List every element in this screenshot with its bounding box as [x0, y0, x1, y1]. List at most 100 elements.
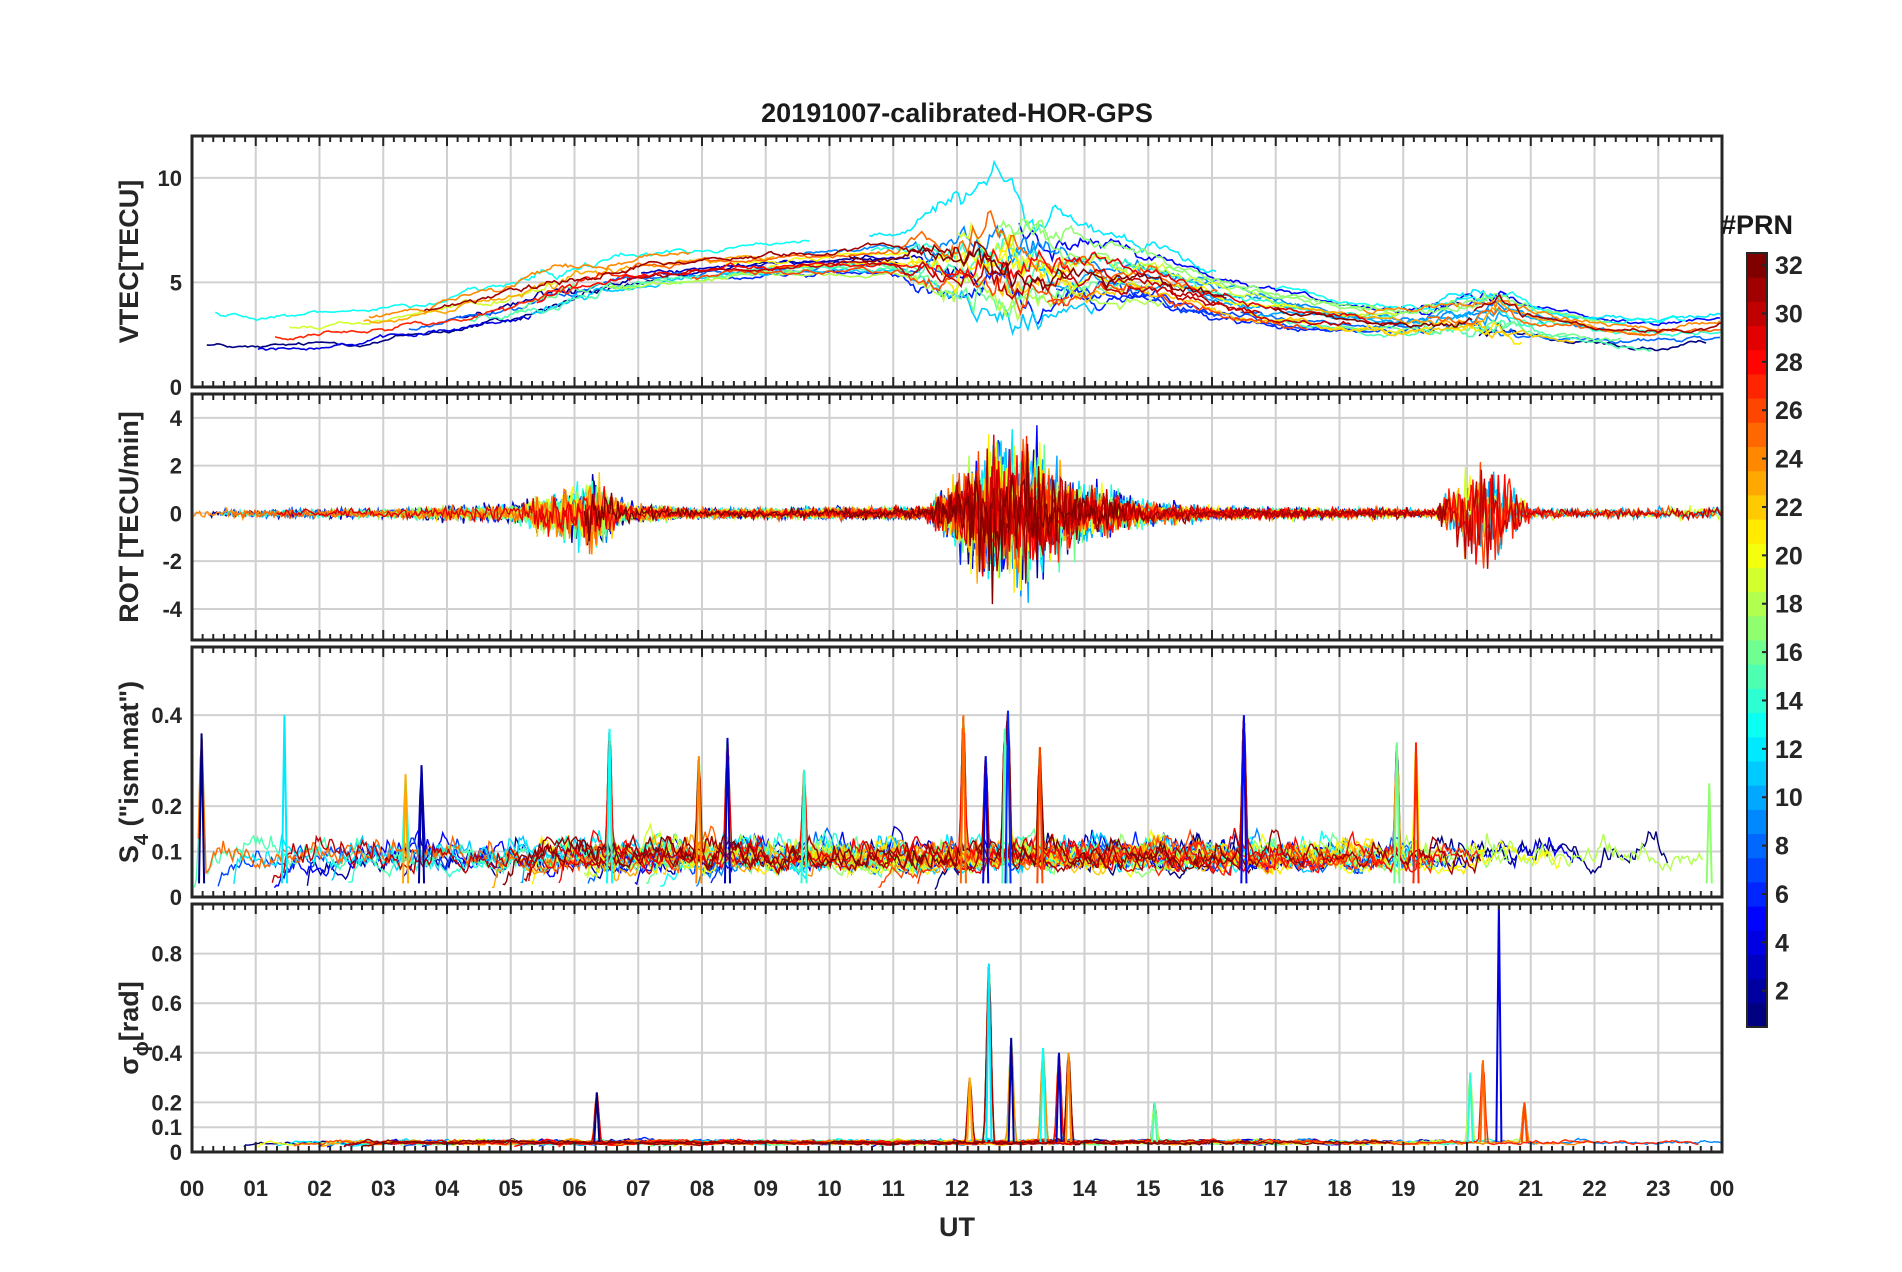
y-tick-label: 0.6	[151, 991, 182, 1016]
series-line	[421, 1053, 1272, 1148]
x-tick-label: 01	[244, 1176, 268, 1201]
x-tick-label: 10	[817, 1176, 841, 1201]
colorbar-segment	[1747, 906, 1767, 931]
x-tick-label: 11	[882, 1176, 905, 1201]
series-line	[219, 439, 1359, 564]
y-tick-label: 0	[170, 501, 182, 526]
colorbar-segment	[1747, 422, 1767, 447]
series-line	[400, 1081, 1461, 1147]
y-tick-label: 0.1	[151, 1115, 182, 1140]
colorbar-tick-label: 20	[1775, 542, 1803, 570]
y-tick-label: 0	[170, 375, 182, 400]
x-tick-label: 17	[1264, 1176, 1288, 1201]
colorbar-segment	[1747, 494, 1767, 520]
y-tick-label: 10	[158, 166, 182, 191]
series-line	[326, 1092, 838, 1148]
x-tick-label: 00	[180, 1176, 204, 1201]
peak-spike	[1393, 742, 1401, 884]
series-line	[469, 247, 1047, 323]
x-axis: 00 01 02 03 04 05 06 07 08 09 10 11 12 13 14 15 16 17 18 19…	[180, 1176, 1734, 1201]
peak-spike	[606, 728, 614, 884]
series-line	[271, 834, 763, 883]
peak-spike	[1479, 1060, 1487, 1143]
colorbar-segment	[1747, 446, 1767, 472]
colorbar-tick-label: 32	[1775, 252, 1803, 280]
colorbar-tick-label: 22	[1775, 494, 1803, 522]
y-tick-label: 0.8	[151, 942, 182, 967]
series-line	[363, 254, 775, 324]
x-tick-label: 20	[1455, 1176, 1479, 1201]
colorbar-segment	[1747, 736, 1767, 762]
colorbar-tick-label: 12	[1775, 736, 1803, 764]
x-tick-label: 02	[307, 1176, 331, 1201]
y-tick-label: 0.2	[151, 794, 182, 819]
colorbar-tick-label: 26	[1775, 397, 1803, 425]
y-tick-label: 0.2	[151, 1090, 182, 1115]
series-line	[361, 1060, 1391, 1147]
colorbar-segment	[1747, 809, 1767, 834]
series-line	[998, 218, 1489, 315]
series-line	[626, 260, 1260, 314]
x-tick-label: 06	[562, 1176, 586, 1201]
peak-spike	[402, 774, 410, 884]
panel-vtec: 0 5 10 VTEC[TECU]	[114, 134, 1724, 400]
series-line	[257, 315, 532, 351]
colorbar-segment	[1747, 664, 1767, 689]
colorbar-segment	[1747, 712, 1767, 738]
peak-spike	[1007, 1037, 1015, 1143]
colorbar-segment	[1747, 277, 1767, 302]
series-line	[343, 966, 1251, 1148]
peak-spike	[593, 1092, 601, 1143]
series-line	[1434, 288, 1721, 324]
colorbar-tick-label: 8	[1775, 833, 1789, 861]
peak-spike	[1055, 1052, 1063, 1143]
colorbar-segment	[1747, 398, 1767, 423]
series-line	[1100, 280, 1352, 327]
series-line	[620, 209, 1218, 295]
x-tick-label: 12	[945, 1176, 969, 1201]
peak-spike	[1705, 783, 1713, 884]
series-line	[1275, 285, 1687, 325]
colorbar-segment	[1747, 954, 1767, 980]
series-line	[214, 239, 810, 322]
x-tick-label: 22	[1582, 1176, 1606, 1201]
x-tick-label: 08	[690, 1176, 714, 1201]
colorbar-segment	[1747, 567, 1767, 593]
peak-spike	[1039, 1047, 1047, 1143]
peak-spike	[1151, 1102, 1159, 1143]
series-line	[344, 964, 1370, 1148]
peak-spike	[1036, 746, 1044, 884]
y-axis-label: σϕ[rad]	[114, 981, 153, 1074]
colorbar-segment	[1747, 930, 1767, 955]
colorbar-segment	[1747, 881, 1767, 907]
colorbar-segment	[1747, 470, 1767, 496]
series-line	[528, 738, 1308, 882]
colorbar-segment	[1747, 978, 1767, 1004]
colorbar-tick-label: 28	[1775, 349, 1803, 377]
colorbar-segment	[1747, 615, 1767, 641]
series-group	[206, 159, 1722, 352]
colorbar-segment	[1747, 301, 1767, 327]
series-line	[868, 159, 1217, 274]
peak-spike	[1065, 1052, 1073, 1143]
series-line	[609, 270, 1164, 323]
chart-title: 20191007-calibrated-HOR-GPS	[761, 98, 1153, 128]
peak-spike	[280, 715, 288, 884]
colorbar-segment	[1747, 373, 1767, 399]
y-axis-label: S4 ("ism.mat")	[114, 681, 153, 863]
x-tick-label: 05	[499, 1176, 523, 1201]
y-tick-label: 0.1	[151, 840, 182, 865]
peak-spike	[959, 715, 967, 884]
y-tick-label: 5	[170, 270, 182, 295]
series-line	[1065, 284, 1367, 334]
series-line	[691, 266, 1070, 317]
colorbar-segment	[1747, 833, 1767, 859]
peak-spike	[982, 756, 990, 884]
x-tick-label: 16	[1200, 1176, 1224, 1201]
series-line	[318, 1055, 1459, 1148]
series-line	[289, 281, 556, 330]
colorbar-segment	[1747, 253, 1767, 278]
panel-rot: -4 -2 0 2 4 ROT [TECU/min]	[114, 392, 1724, 642]
